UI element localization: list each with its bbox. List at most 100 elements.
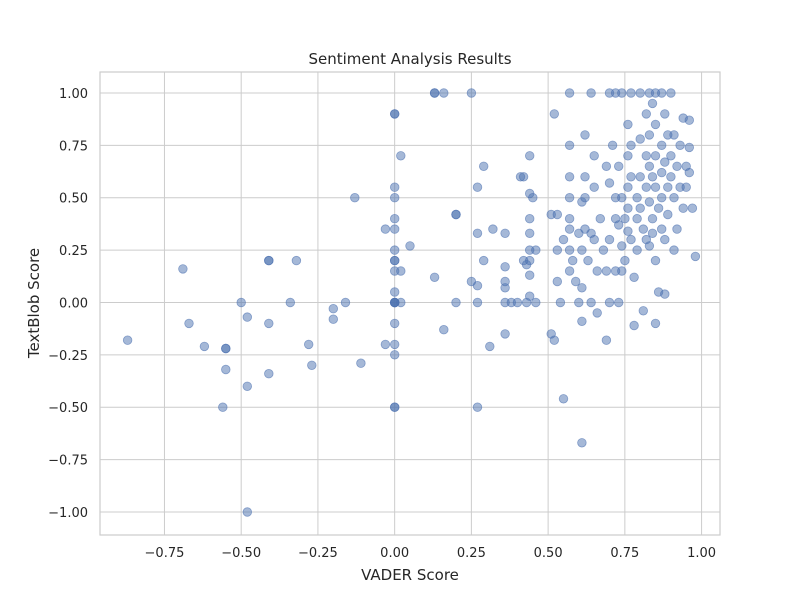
- data-point: [466, 88, 477, 98]
- data-point: [635, 134, 645, 144]
- data-point: [583, 255, 593, 266]
- data-point: [650, 119, 661, 130]
- data-point: [620, 213, 630, 224]
- y-tick-label: −0.75: [48, 454, 88, 469]
- data-point: [552, 276, 563, 287]
- data-point: [672, 161, 682, 172]
- data-point: [390, 255, 400, 266]
- data-point: [623, 151, 633, 161]
- y-tick-label: 0.75: [59, 139, 88, 154]
- data-point: [472, 182, 483, 192]
- y-tick-label: 0.00: [59, 296, 88, 311]
- data-point: [525, 270, 535, 280]
- data-point: [647, 98, 658, 109]
- data-point: [623, 182, 633, 192]
- data-point: [675, 140, 685, 151]
- data-point: [623, 226, 633, 236]
- data-point: [528, 192, 538, 203]
- data-point: [390, 213, 400, 224]
- data-point: [564, 88, 575, 98]
- data-point: [580, 130, 590, 140]
- data-point: [623, 203, 633, 213]
- data-point: [304, 339, 314, 350]
- data-point: [264, 369, 274, 379]
- data-point: [390, 224, 400, 234]
- data-point: [669, 245, 679, 255]
- data-point: [632, 245, 642, 255]
- data-point: [666, 88, 676, 98]
- data-point: [500, 262, 510, 272]
- data-point: [558, 234, 569, 245]
- data-point: [635, 172, 645, 182]
- data-point: [580, 192, 590, 203]
- data-point: [614, 161, 624, 172]
- data-point: [574, 297, 584, 308]
- data-point: [518, 172, 529, 182]
- data-point: [178, 264, 188, 274]
- data-point: [617, 192, 627, 203]
- data-point: [663, 182, 673, 192]
- data-point: [439, 325, 449, 335]
- data-point: [555, 297, 566, 308]
- x-axis-ticks: −0.75 −0.50 −0.25 0.00 0.25 0.50 0.75 1.00: [145, 546, 717, 561]
- data-point: [500, 329, 510, 339]
- data-point: [531, 297, 541, 308]
- data-point: [221, 364, 231, 375]
- data-point: [472, 297, 483, 308]
- data-point: [666, 151, 676, 161]
- data-point: [641, 182, 652, 192]
- data-point: [632, 213, 642, 224]
- data-point: [592, 308, 602, 318]
- data-point: [390, 192, 400, 203]
- data-point: [604, 297, 615, 308]
- data-point: [650, 151, 661, 161]
- data-point: [472, 228, 483, 239]
- data-point: [660, 234, 670, 245]
- data-point: [577, 438, 587, 448]
- data-point: [564, 245, 575, 255]
- data-point: [571, 276, 581, 287]
- data-point: [657, 224, 667, 234]
- data-point: [592, 266, 602, 276]
- data-point: [589, 234, 599, 245]
- data-point: [672, 224, 682, 234]
- data-point: [644, 130, 655, 140]
- data-point: [500, 283, 510, 293]
- data-point: [669, 192, 679, 203]
- x-tick-label: 1.00: [687, 546, 716, 561]
- data-point: [687, 203, 698, 213]
- data-point: [644, 197, 655, 207]
- data-point: [690, 251, 701, 262]
- data-point: [242, 507, 253, 517]
- data-point: [663, 209, 673, 220]
- data-point: [657, 167, 667, 178]
- data-point: [598, 245, 609, 255]
- data-point: [525, 291, 535, 301]
- data-point: [577, 283, 587, 293]
- data-point: [589, 182, 599, 192]
- data-point: [614, 297, 624, 308]
- data-point: [641, 151, 652, 161]
- data-point: [396, 266, 406, 276]
- data-point: [328, 314, 339, 324]
- data-point: [580, 172, 590, 182]
- data-point: [568, 255, 578, 266]
- data-point: [242, 381, 253, 392]
- data-point: [390, 109, 400, 119]
- data-point: [638, 224, 649, 234]
- data-point: [221, 343, 231, 354]
- data-point: [380, 224, 391, 234]
- data-point: [390, 245, 400, 255]
- data-point: [122, 335, 133, 345]
- data-point: [577, 245, 587, 255]
- data-point: [564, 172, 575, 182]
- data-point: [617, 266, 627, 276]
- data-point: [328, 304, 339, 314]
- data-point: [681, 182, 691, 192]
- data-point: [429, 88, 440, 98]
- data-point: [525, 213, 535, 224]
- x-tick-label: 0.00: [380, 546, 409, 561]
- data-point: [552, 245, 563, 255]
- data-point: [340, 297, 351, 308]
